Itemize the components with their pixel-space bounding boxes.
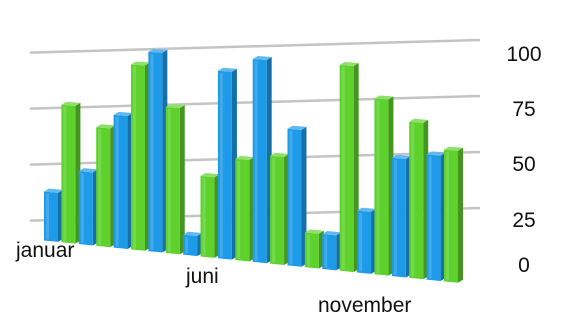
bar-juli-series-2 <box>270 152 290 265</box>
bar-september-series-1 <box>322 231 342 271</box>
bar-januar-series-1 <box>44 188 63 242</box>
bar-januar-series-2 <box>61 101 81 244</box>
bar-mars-series-1 <box>113 111 133 249</box>
y-tick-label-50: 50 <box>512 153 535 176</box>
x-axis-category-labels: januar juni november <box>15 239 411 317</box>
bar-juni-series-1 <box>217 67 237 260</box>
bar-juli-series-1 <box>252 56 272 264</box>
bar-desember-series-2 <box>444 146 463 283</box>
bar-august-series-1 <box>287 125 307 267</box>
bar-april-series-1 <box>148 48 168 253</box>
bar-desember-series-1 <box>426 151 446 281</box>
bar-november-series-2 <box>409 118 429 280</box>
bar-juni-series-2 <box>235 155 255 262</box>
category-label-juni: juni <box>185 265 219 288</box>
bar-april-series-2 <box>165 104 185 255</box>
bar-mai-series-2 <box>200 173 220 258</box>
bar-september-series-2 <box>339 62 359 273</box>
y-tick-label-75: 75 <box>512 98 535 121</box>
y-tick-label-100: 100 <box>506 43 541 66</box>
y-tick-label-25: 25 <box>512 209 535 232</box>
gridline-100 <box>29 38 481 54</box>
bar-februar-series-2 <box>96 124 116 248</box>
bar-mai-series-1 <box>183 231 203 257</box>
bar-oktober-series-2 <box>374 95 394 276</box>
bar-august-series-2 <box>304 229 324 269</box>
bar-februar-series-1 <box>78 168 98 246</box>
bar-oktober-series-1 <box>357 207 377 274</box>
bar-november-series-1 <box>391 154 411 278</box>
category-label-november: november <box>318 294 411 317</box>
y-axis-tick-labels: 0 25 50 75 100 <box>506 43 541 277</box>
bar-series <box>44 48 463 283</box>
y-tick-label-0: 0 <box>518 254 530 277</box>
bar-mars-series-2 <box>130 61 150 251</box>
category-label-januar: januar <box>15 239 74 262</box>
